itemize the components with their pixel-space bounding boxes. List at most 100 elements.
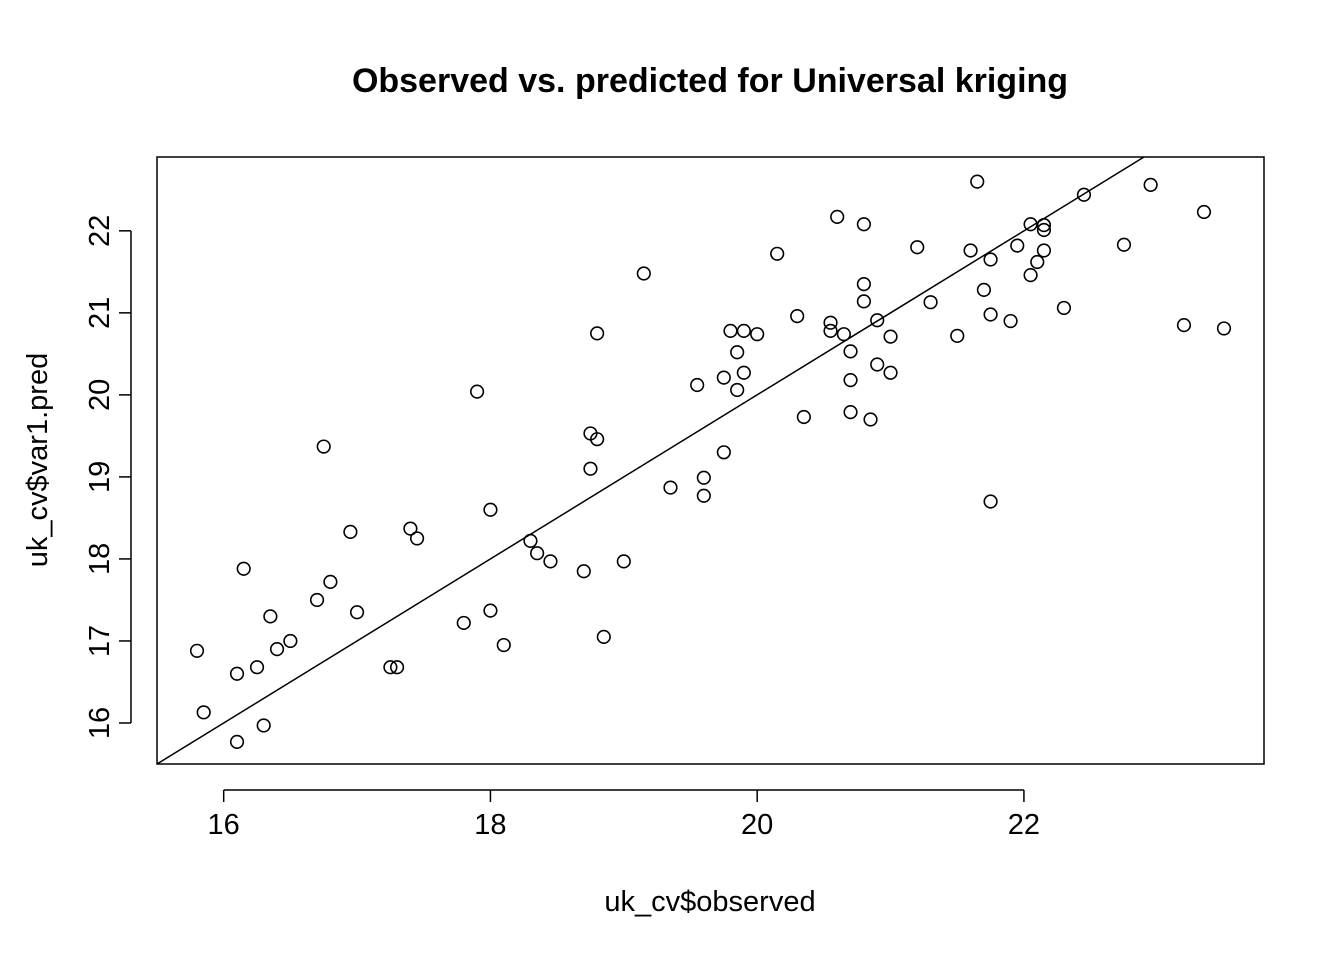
y-tick-label: 22 [84, 215, 116, 247]
data-point [1216, 321, 1232, 336]
x-axis: 16 18 20 22 [208, 789, 1040, 841]
data-point [316, 439, 331, 454]
data-point [856, 294, 871, 309]
data-point [796, 409, 811, 425]
plot-frame [156, 156, 1265, 765]
data-point [696, 470, 711, 485]
data-point [750, 327, 765, 342]
data-point [583, 461, 598, 476]
y-tick-label: 18 [84, 543, 116, 575]
data-point [543, 554, 558, 569]
data-point [1143, 177, 1158, 192]
data-point [249, 660, 265, 675]
y-tick-label: 17 [84, 625, 116, 657]
data-point [950, 328, 965, 343]
y-tick-label: 21 [84, 297, 116, 329]
data-point [790, 309, 805, 324]
data-point [1116, 237, 1132, 252]
data-point [983, 307, 998, 322]
data-point [723, 323, 738, 338]
data-point [870, 357, 885, 372]
data-point [636, 266, 651, 281]
data-point [823, 315, 838, 330]
data-point [483, 603, 498, 618]
identity-reference-line [156, 156, 1145, 765]
data-point [863, 412, 878, 427]
data-point [663, 480, 678, 495]
data-point [983, 494, 998, 509]
data-point [1176, 318, 1192, 333]
data-point [843, 344, 858, 359]
data-point [970, 174, 985, 189]
data-point [1056, 300, 1072, 316]
data-point [596, 629, 611, 644]
data-point [843, 405, 858, 420]
data-point [823, 323, 838, 338]
data-point [870, 313, 885, 328]
x-tick-label: 16 [208, 809, 240, 841]
data-point [256, 718, 271, 733]
data-point [883, 329, 898, 344]
data-point [590, 326, 605, 341]
x-tick-label: 18 [474, 809, 506, 841]
data-point [910, 240, 925, 255]
data-point [730, 345, 745, 360]
data-point [716, 445, 731, 460]
data-point [269, 642, 285, 657]
x-tick-label: 22 [1008, 809, 1040, 841]
data-point [730, 382, 745, 398]
data-point [1036, 222, 1052, 238]
data-point [1076, 187, 1092, 202]
data-point [456, 615, 471, 631]
data-point [349, 605, 365, 620]
scatter-points [189, 174, 1232, 749]
data-point [843, 373, 858, 388]
data-point [696, 488, 711, 503]
data-point [383, 660, 398, 675]
data-point [229, 666, 245, 681]
y-tick-label: 19 [84, 461, 116, 493]
data-point [736, 365, 751, 380]
data-point [976, 282, 992, 297]
data-point [1196, 204, 1212, 220]
data-point [530, 546, 545, 561]
data-point [196, 705, 211, 720]
data-point [263, 609, 278, 624]
x-axis-label: uk_cv$observed [604, 886, 815, 918]
data-point [923, 295, 938, 310]
y-tick-label: 16 [84, 707, 116, 739]
data-point [343, 524, 358, 539]
data-point [229, 734, 245, 749]
data-point [716, 370, 731, 385]
y-axis-label: uk_cv$var1.pred [22, 353, 54, 567]
data-point [523, 533, 538, 548]
chart-title: Observed vs. predicted for Universal kri… [352, 62, 1068, 100]
data-point [389, 660, 405, 675]
data-point [1003, 313, 1018, 329]
data-point [1036, 217, 1052, 233]
y-tick-label: 20 [84, 379, 116, 411]
x-tick-label: 20 [741, 809, 773, 841]
data-point [576, 564, 591, 579]
data-point [616, 554, 631, 569]
data-point [1023, 268, 1038, 283]
data-point [403, 521, 418, 536]
data-point [963, 243, 978, 258]
data-point [236, 561, 251, 576]
data-point [690, 377, 705, 393]
data-point [883, 365, 898, 380]
data-point [983, 252, 998, 267]
data-point [483, 502, 498, 517]
data-point [590, 432, 605, 447]
data-point [283, 633, 298, 649]
data-point [736, 323, 751, 338]
data-point [856, 277, 871, 292]
data-point [1036, 243, 1052, 258]
data-point [1030, 254, 1045, 270]
data-point [836, 327, 851, 342]
data-point [189, 643, 205, 658]
data-point [830, 209, 845, 224]
y-axis: 16 17 18 19 20 21 22 [84, 215, 132, 739]
data-point [469, 384, 485, 399]
